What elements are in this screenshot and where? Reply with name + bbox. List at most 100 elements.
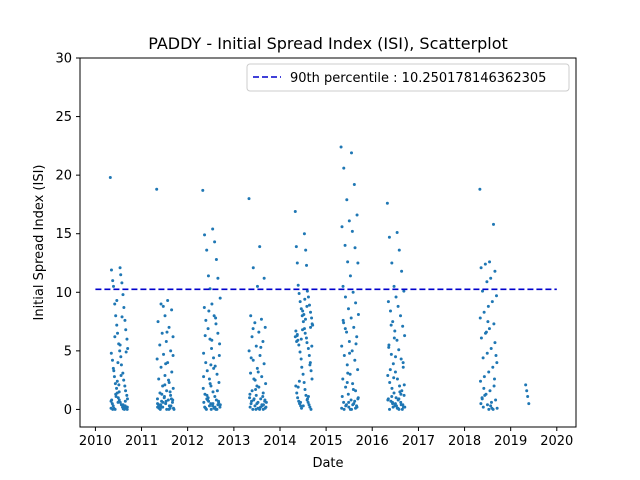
data-point: [485, 351, 489, 355]
data-point: [122, 306, 126, 310]
y-axis: 0 5 10 15 20 25 30: [55, 52, 80, 418]
data-point: [163, 314, 167, 318]
data-point: [297, 291, 301, 295]
data-point: [388, 380, 392, 384]
data-point: [158, 343, 162, 347]
data-point: [391, 320, 395, 324]
data-point: [351, 388, 355, 392]
data-point: [247, 197, 251, 201]
data-point: [340, 225, 344, 229]
data-point: [388, 309, 392, 313]
data-point: [248, 396, 252, 400]
data-point: [295, 261, 299, 265]
data-point: [394, 295, 398, 299]
data-point: [112, 375, 116, 379]
data-point: [390, 386, 394, 390]
data-point: [486, 320, 490, 324]
data-point: [259, 397, 263, 401]
data-point: [206, 396, 210, 400]
data-point: [341, 318, 345, 322]
data-point: [156, 402, 160, 406]
data-point: [303, 388, 307, 392]
data-point: [347, 219, 351, 223]
data-point: [162, 395, 166, 399]
data-point: [118, 266, 122, 270]
data-point: [161, 304, 165, 308]
data-point: [111, 366, 115, 370]
data-point: [296, 385, 300, 389]
data-point: [117, 383, 121, 387]
data-point: [213, 364, 217, 368]
data-point: [258, 407, 262, 411]
data-point: [395, 377, 399, 381]
data-point: [309, 310, 313, 314]
data-point: [307, 303, 311, 307]
data-point: [110, 398, 114, 402]
data-point: [167, 325, 171, 329]
data-point: [307, 403, 311, 407]
data-point: [201, 188, 205, 192]
data-point: [349, 151, 353, 155]
data-point: [212, 356, 216, 360]
data-point: [170, 400, 174, 404]
data-point: [350, 229, 354, 233]
data-point: [347, 405, 351, 409]
data-point: [487, 407, 491, 411]
data-point: [218, 296, 222, 300]
data-point: [212, 314, 216, 318]
data-point: [310, 322, 314, 326]
data-point: [492, 377, 496, 381]
y-tick-label: 15: [55, 227, 72, 242]
data-point: [346, 307, 350, 311]
x-tick-label: 2016: [356, 434, 389, 449]
data-point: [305, 341, 309, 345]
data-point: [248, 392, 252, 396]
data-point: [206, 274, 210, 278]
data-point: [402, 383, 406, 387]
data-point: [259, 345, 263, 349]
data-point: [525, 389, 529, 393]
y-tick-label: 5: [64, 344, 72, 359]
x-tick-label: 2018: [448, 434, 481, 449]
data-point: [115, 323, 119, 327]
data-point: [351, 290, 355, 294]
data-point: [251, 358, 255, 362]
data-point: [403, 334, 407, 338]
data-point: [114, 392, 118, 396]
data-point: [304, 248, 308, 252]
data-point: [247, 349, 251, 353]
data-point: [310, 316, 314, 320]
data-point: [114, 395, 118, 399]
data-point: [202, 400, 206, 404]
data-point: [202, 306, 206, 310]
data-point: [259, 317, 263, 321]
data-point: [169, 397, 173, 401]
data-point: [216, 276, 220, 280]
legend-box: [246, 63, 570, 92]
data-point: [394, 396, 398, 400]
data-point: [386, 373, 390, 377]
data-point: [162, 352, 166, 356]
data-point: [124, 350, 128, 354]
data-point: [171, 335, 175, 339]
data-point: [251, 407, 255, 411]
data-point: [485, 403, 489, 407]
data-point: [481, 356, 485, 360]
data-point: [484, 330, 488, 334]
data-point: [295, 339, 299, 343]
data-point: [172, 407, 176, 411]
data-point: [118, 343, 122, 347]
plot-frame: [79, 57, 577, 428]
data-point: [342, 354, 346, 358]
data-point: [481, 289, 485, 293]
data-point: [344, 385, 348, 389]
data-point: [254, 393, 258, 397]
data-point: [297, 379, 301, 383]
data-point: [397, 397, 401, 401]
data-point: [261, 403, 265, 407]
data-point: [399, 314, 403, 318]
data-point: [115, 386, 119, 390]
data-point: [299, 357, 303, 361]
data-point: [343, 295, 347, 299]
data-point: [390, 261, 394, 265]
